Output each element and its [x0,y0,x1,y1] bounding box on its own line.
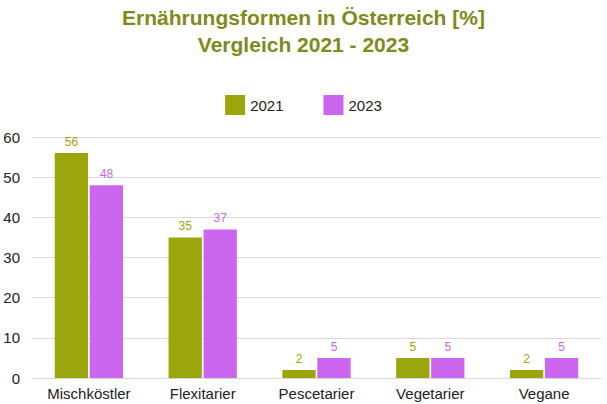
svg-text:Vegane: Vegane [519,385,570,402]
svg-text:Vegetarier: Vegetarier [396,385,464,402]
svg-text:Vergleich 2021 - 2023: Vergleich 2021 - 2023 [198,33,409,56]
svg-text:40: 40 [3,209,20,226]
svg-text:5: 5 [444,340,451,354]
svg-text:35: 35 [179,219,193,233]
svg-text:0: 0 [12,370,20,387]
svg-text:2: 2 [296,352,303,366]
svg-text:Flexitarier: Flexitarier [170,385,236,402]
svg-text:50: 50 [3,169,20,186]
svg-text:5: 5 [558,340,565,354]
svg-text:5: 5 [331,340,338,354]
svg-text:10: 10 [3,329,20,346]
svg-text:60: 60 [3,129,20,146]
svg-text:56: 56 [65,135,79,149]
svg-text:Pescetarier: Pescetarier [279,385,355,402]
svg-text:37: 37 [214,211,228,225]
svg-text:5: 5 [409,340,416,354]
svg-text:48: 48 [100,167,114,181]
svg-text:30: 30 [3,249,20,266]
svg-text:2: 2 [523,352,530,366]
svg-text:Ernährungsformen in Österreich: Ernährungsformen in Österreich [%] [122,6,485,29]
svg-text:2021: 2021 [250,97,283,114]
svg-text:20: 20 [3,289,20,306]
svg-text:Mischköstler: Mischköstler [47,385,130,402]
svg-text:2023: 2023 [349,97,382,114]
